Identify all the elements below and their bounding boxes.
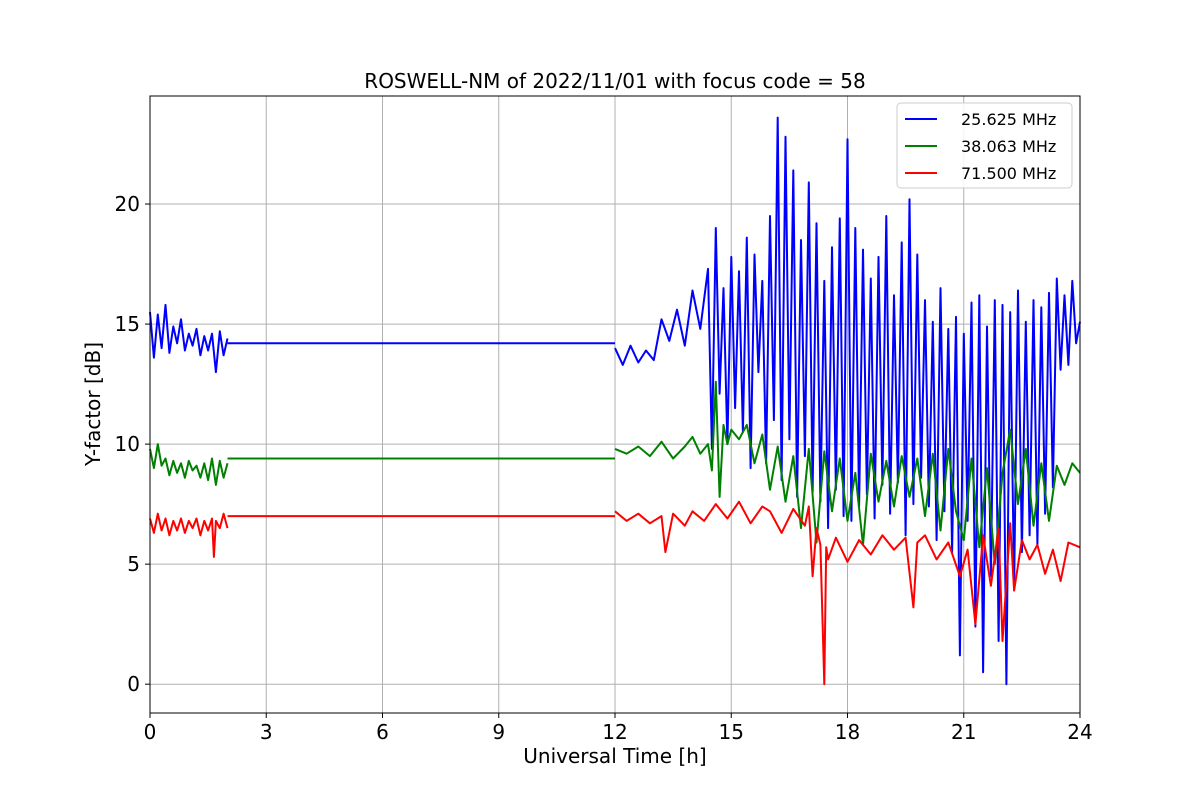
chart-title: ROSWELL-NM of 2022/11/01 with focus code… xyxy=(364,69,865,93)
series-line-2 xyxy=(614,380,1081,566)
x-tick-label: 12 xyxy=(602,720,627,744)
y-tick-label: 10 xyxy=(115,432,140,456)
y-axis-label: Y-factor [dB] xyxy=(81,342,105,467)
legend-label: 71.500 MHz xyxy=(961,164,1056,183)
x-tick-label: 0 xyxy=(144,720,157,744)
series-line-1 xyxy=(149,303,229,374)
x-tick-label: 6 xyxy=(376,720,389,744)
y-tick-label: 20 xyxy=(115,192,140,216)
x-tick-label: 9 xyxy=(492,720,505,744)
plot-lines xyxy=(149,116,1081,686)
series-line-3 xyxy=(614,500,1081,686)
series-line-3 xyxy=(149,512,229,558)
y-tick-label: 5 xyxy=(127,552,140,576)
series-line-1 xyxy=(614,116,1081,686)
x-tick-label: 24 xyxy=(1067,720,1092,744)
axis-ticks: 0 3 6 9 12 15 18 21 24 0 5 10 15 20 xyxy=(115,192,1093,744)
x-tick-label: 3 xyxy=(260,720,273,744)
legend-label: 38.063 MHz xyxy=(961,137,1056,156)
x-tick-label: 15 xyxy=(719,720,744,744)
x-axis-label: Universal Time [h] xyxy=(523,744,706,768)
series-line-2 xyxy=(149,443,229,486)
x-tick-label: 21 xyxy=(951,720,976,744)
x-tick-label: 18 xyxy=(835,720,860,744)
legend: 25.625 MHz 38.063 MHz 71.500 MHz xyxy=(896,102,1073,189)
legend-label: 25.625 MHz xyxy=(961,110,1056,129)
y-tick-label: 15 xyxy=(115,312,140,336)
legend-box xyxy=(896,102,1073,189)
y-tick-label: 0 xyxy=(127,672,140,696)
